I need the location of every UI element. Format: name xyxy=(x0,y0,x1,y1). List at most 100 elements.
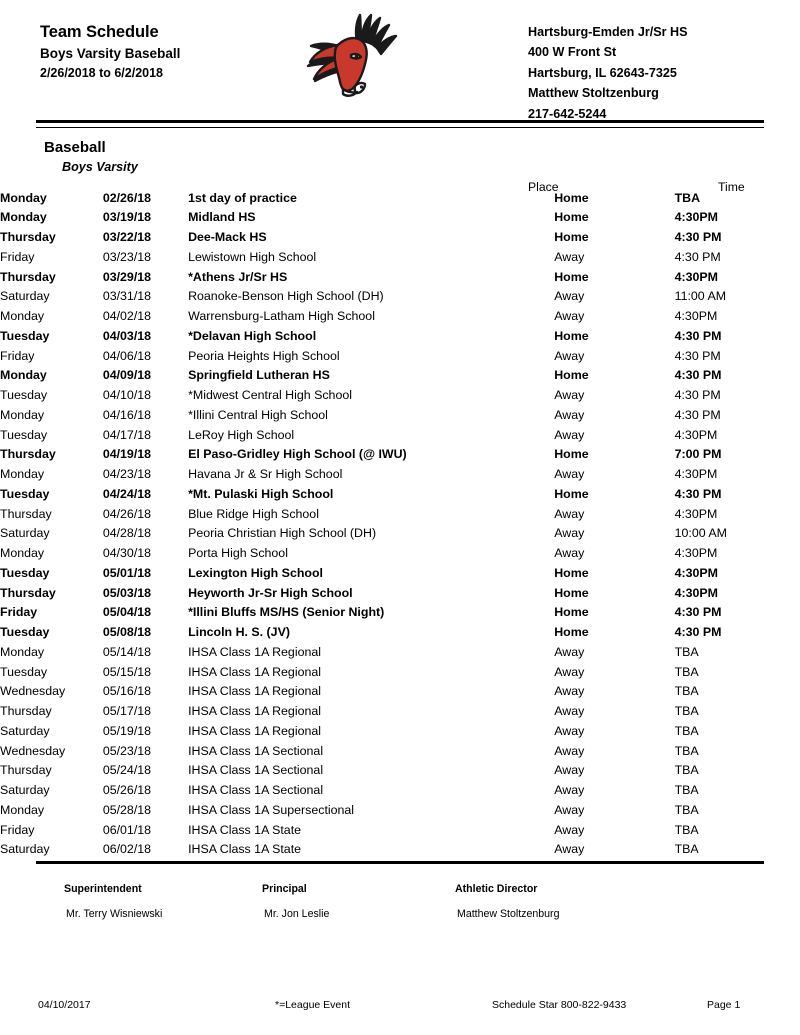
column-header-time: Time xyxy=(718,180,745,194)
row-time: 4:30 PM xyxy=(674,388,721,403)
schedule-row: Monday 04/02/18 Warrensburg-Latham High Sc… xyxy=(0,307,800,327)
schedule-row: Tuesday 04/03/18 *Delavan High School Home 4… xyxy=(0,326,800,346)
row-time: 10:00 AM xyxy=(674,526,727,541)
schedule-row: Friday 06/01/18 IHSA Class 1A State Away TBA xyxy=(0,820,800,840)
row-date: 04/28/18 xyxy=(102,526,152,541)
schedule-row: Tuesday 05/15/18 IHSA Class 1A Regional Awa… xyxy=(0,662,800,682)
row-day: Monday xyxy=(0,644,45,659)
row-date: 06/01/18 xyxy=(102,822,152,837)
row-day: Monday xyxy=(0,210,47,225)
row-opponent: Peoria Heights High School xyxy=(188,348,340,363)
row-date: 03/31/18 xyxy=(102,289,152,304)
schedule-row: Friday 04/06/18 Peoria Heights High School… xyxy=(0,346,800,366)
row-time: TBA xyxy=(674,704,699,719)
row-day: Tuesday xyxy=(0,664,48,679)
row-opponent: *Midwest Central High School xyxy=(188,388,352,403)
row-opponent: IHSA Class 1A Sectional xyxy=(188,743,324,758)
row-day: Saturday xyxy=(0,526,50,541)
row-place: Away xyxy=(554,427,585,442)
schedule-row: Monday 02/26/18 1st day of practice Home TBA xyxy=(0,188,800,208)
row-date: 05/08/18 xyxy=(102,625,152,640)
row-place: Away xyxy=(554,684,585,699)
row-time: 4:30PM xyxy=(674,427,718,442)
row-day: Friday xyxy=(0,348,35,363)
schedule-row: Thursday 03/29/18 *Athens Jr/Sr HS Home 4:30… xyxy=(0,267,800,287)
row-time: 4:30PM xyxy=(674,565,718,580)
row-day: Saturday xyxy=(0,289,50,304)
row-date: 04/17/18 xyxy=(102,427,152,442)
row-place: Away xyxy=(554,704,585,719)
header-divider-thick xyxy=(36,120,764,123)
schedule-table-body: Monday 02/26/18 1st day of practice Home TBA… xyxy=(0,188,800,860)
row-time: 4:30PM xyxy=(674,269,718,284)
row-date: 02/26/18 xyxy=(102,190,152,205)
signature-role-label: Athletic Director xyxy=(455,883,538,895)
row-date: 03/22/18 xyxy=(102,230,152,245)
row-date: 05/17/18 xyxy=(102,704,152,719)
school-contact-name: Matthew Stoltzenburg xyxy=(528,86,659,101)
schedule-row: Thursday 03/22/18 Dee-Mack HS Home 4:30 PM xyxy=(0,228,800,248)
row-place: Away xyxy=(554,348,585,363)
row-place: Home xyxy=(554,230,589,245)
row-time: 7:00 PM xyxy=(674,447,722,462)
row-day: Monday xyxy=(0,309,45,324)
row-time: 4:30PM xyxy=(674,309,718,324)
row-opponent: Roanoke-Benson High School (DH) xyxy=(188,289,384,304)
schedule-row: Saturday 05/26/18 IHSA Class 1A Sectional A… xyxy=(0,781,800,801)
row-opponent: *Illini Central High School xyxy=(188,407,328,422)
row-opponent: 1st day of practice xyxy=(188,190,297,205)
schedule-row: Saturday 03/31/18 Roanoke-Benson High Scho… xyxy=(0,287,800,307)
row-day: Monday xyxy=(0,802,45,817)
row-time: 4:30 PM xyxy=(674,249,721,264)
row-day: Thursday xyxy=(0,704,52,719)
row-place: Away xyxy=(554,407,585,422)
row-place: Away xyxy=(554,309,585,324)
school-name: Hartsburg-Emden Jr/Sr HS xyxy=(528,25,688,39)
signature-principal: Principal Mr. Jon Leslie xyxy=(262,884,329,919)
row-date: 05/28/18 xyxy=(102,802,152,817)
row-time: 11:00 AM xyxy=(674,289,727,304)
row-time: TBA xyxy=(674,783,699,798)
footer-legend: *=League Event xyxy=(275,999,351,1011)
row-date: 04/24/18 xyxy=(102,486,152,501)
row-date: 04/23/18 xyxy=(102,467,152,482)
row-place: Away xyxy=(554,743,585,758)
schedule-row: Thursday 05/24/18 IHSA Class 1A Sectional A… xyxy=(0,761,800,781)
row-opponent: *Mt. Pulaski High School xyxy=(188,486,334,501)
row-day: Thursday xyxy=(0,269,56,284)
row-date: 04/03/18 xyxy=(102,328,152,343)
row-time: TBA xyxy=(674,842,699,857)
row-opponent: Springfield Lutheran HS xyxy=(188,368,330,383)
row-opponent: *Athens Jr/Sr HS xyxy=(188,269,288,284)
row-place: Home xyxy=(554,269,589,284)
schedule-row: Monday 05/14/18 IHSA Class 1A Regional Away… xyxy=(0,642,800,662)
row-place: Away xyxy=(554,802,585,817)
column-header-place: Place xyxy=(528,180,559,194)
row-time: TBA xyxy=(674,743,699,758)
schedule-daterange: 2/26/2018 to 6/2/2018 xyxy=(40,66,164,81)
schedule-row: Monday 04/09/18 Springfield Lutheran HS Hom… xyxy=(0,366,800,386)
row-time: 4:30PM xyxy=(674,506,718,521)
row-opponent: Warrensburg-Latham High School xyxy=(188,309,375,324)
row-day: Friday xyxy=(0,822,35,837)
page-footer: 04/10/2017 *=League Event Schedule Star … xyxy=(0,1000,800,1020)
row-place: Away xyxy=(554,723,585,738)
page-title: Team Schedule xyxy=(40,23,159,41)
row-opponent: *Illini Bluffs MS/HS (Senior Night) xyxy=(188,605,385,620)
row-date: 04/06/18 xyxy=(102,348,152,363)
row-opponent: Heyworth Jr-Sr High School xyxy=(188,585,353,600)
row-place: Home xyxy=(554,486,589,501)
row-opponent: Lincoln H. S. (JV) xyxy=(188,625,290,640)
row-day: Tuesday xyxy=(0,565,50,580)
row-time: 4:30PM xyxy=(674,210,718,225)
row-place: Away xyxy=(554,763,585,778)
schedule-row: Thursday 04/19/18 El Paso-Gridley High Sch… xyxy=(0,445,800,465)
row-place: Away xyxy=(554,526,585,541)
schedule-row: Friday 05/04/18 *Illini Bluffs MS/HS (Seni… xyxy=(0,603,800,623)
row-day: Thursday xyxy=(0,506,52,521)
row-date: 05/01/18 xyxy=(102,565,152,580)
row-day: Friday xyxy=(0,249,35,264)
row-place: Away xyxy=(554,546,585,561)
row-opponent: El Paso-Gridley High School (@ IWU) xyxy=(188,447,407,462)
